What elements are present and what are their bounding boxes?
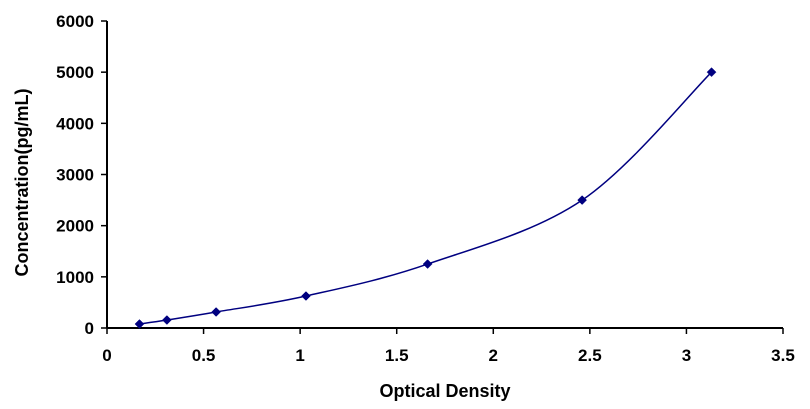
data-point-marker: [706, 67, 717, 78]
data-point-marker: [134, 319, 145, 329]
y-tick-label: 2000: [56, 217, 94, 236]
y-tick-label: 4000: [56, 114, 94, 133]
data-point-marker: [577, 195, 587, 205]
y-tick-label: 3000: [56, 166, 94, 185]
data-point-marker: [422, 259, 433, 269]
x-tick-label: 1: [295, 346, 304, 365]
y-tick-label: 6000: [56, 12, 94, 31]
data-point-marker: [301, 291, 311, 301]
series-curve: [139, 71, 713, 325]
y-tick-label: 1000: [56, 268, 94, 287]
x-tick-label: 3: [682, 346, 691, 365]
x-tick-label: 2: [489, 346, 498, 365]
x-tick-label: 3.5: [771, 346, 795, 365]
series-markers: [134, 67, 717, 329]
y-tick-label: 0: [85, 319, 94, 338]
x-tick-label: 2.5: [578, 346, 602, 365]
data-point-marker: [211, 307, 221, 317]
x-axis-title: Optical Density: [379, 381, 510, 401]
y-axis-title: Concentration(pg/mL): [12, 89, 32, 277]
x-tick-label: 0: [102, 346, 111, 365]
x-axis-ticks: 0 0.5 1 1.5 2 2.5 3 3.5: [102, 328, 795, 365]
x-tick-label: 0.5: [192, 346, 216, 365]
y-tick-label: 5000: [56, 63, 94, 82]
y-axis-ticks: 0 1000 2000 3000 4000 5000 6000: [56, 12, 107, 338]
data-point-marker: [162, 315, 172, 325]
x-tick-label: 1.5: [385, 346, 409, 365]
